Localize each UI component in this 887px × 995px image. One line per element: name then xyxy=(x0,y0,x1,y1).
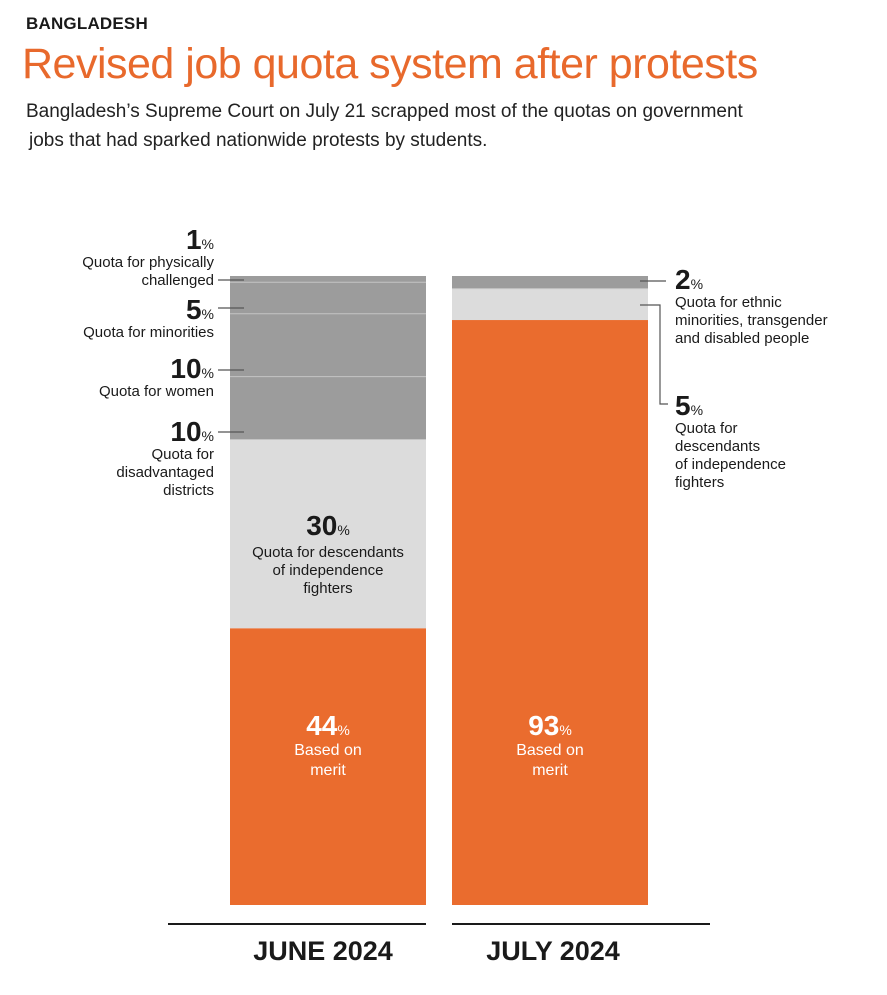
label-july-ethnic-minorities: 2% Quota for ethnic minorities, transgen… xyxy=(675,264,828,348)
subtitle: Bangladesh’s Supreme Court on July 21 sc… xyxy=(26,97,866,155)
label-june-descendants: 30% Quota for descendants of independenc… xyxy=(252,510,404,598)
axis-line-july xyxy=(452,923,710,925)
bar-segment-june-physically-challenged xyxy=(230,276,426,283)
category-label-june: JUNE 2024 xyxy=(253,936,393,966)
subtitle-line-1: Bangladesh’s Supreme Court on July 21 sc… xyxy=(26,101,743,122)
kicker: BANGLADESH xyxy=(26,14,148,33)
leader-july-descendants xyxy=(640,304,668,405)
label-june-women: 10% Quota for women xyxy=(98,353,214,401)
subtitle-line-2: jobs that had sparked nationwide protest… xyxy=(29,130,488,151)
bar-segment-june-minorities xyxy=(230,282,426,314)
label-july-descendants: 5% Quota for descendants of independence… xyxy=(675,390,786,492)
bar-segment-june-descendants xyxy=(230,439,426,629)
bar-segment-june-women xyxy=(230,313,426,377)
bar-segment-june-districts xyxy=(230,376,426,440)
label-july-merit: 93% Based on merit xyxy=(516,710,584,780)
bar-segment-july-merit xyxy=(452,320,648,905)
bar-segment-june-merit xyxy=(230,628,426,905)
label-june-minorities: 5% Quota for minorities xyxy=(83,294,214,342)
bar-segment-july-ethnic-minorities xyxy=(452,276,648,289)
label-june-merit: 44% Based on merit xyxy=(294,710,362,780)
label-june-districts: 10% Quota for disadvantaged districts xyxy=(116,416,214,500)
page-title: Revised job quota system after protests xyxy=(22,40,758,88)
category-label-july: JULY 2024 xyxy=(486,936,620,966)
bar-segment-july-descendants xyxy=(452,288,648,321)
axis-line-june xyxy=(168,923,426,925)
label-june-physically-challenged: 1% Quota for physically challenged xyxy=(82,224,214,290)
